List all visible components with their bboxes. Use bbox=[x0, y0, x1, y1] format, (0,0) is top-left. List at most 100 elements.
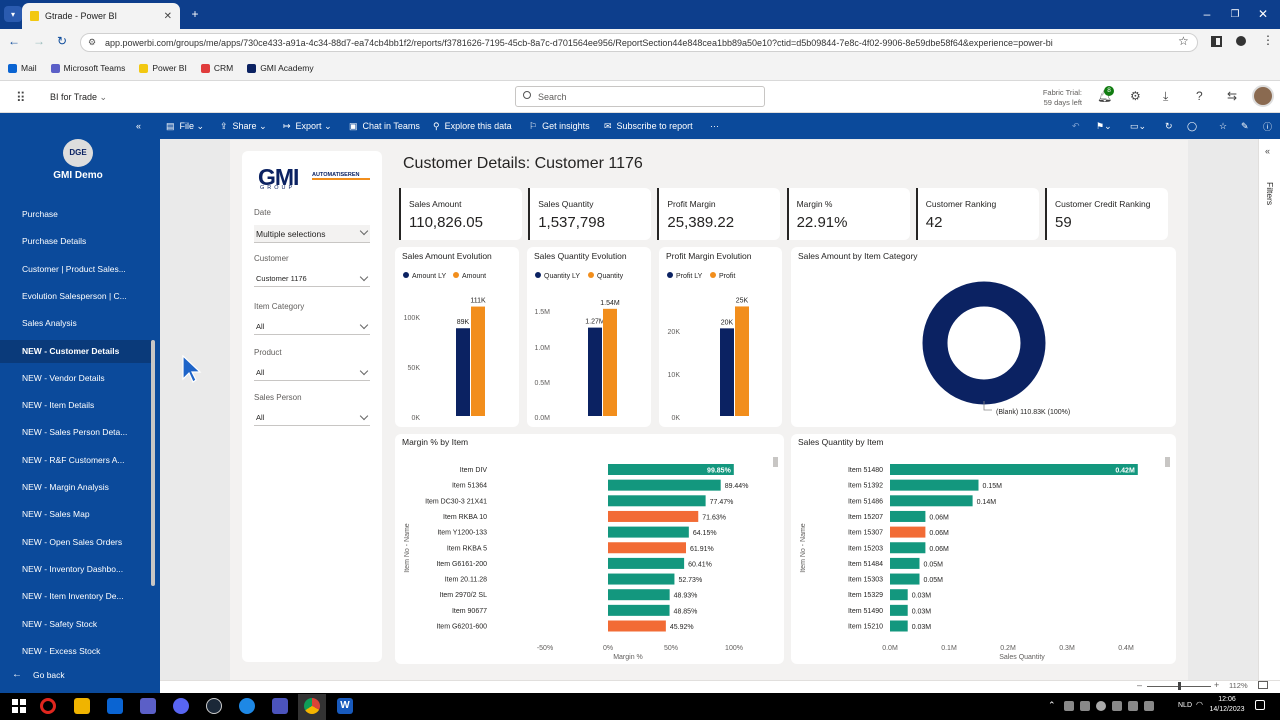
slicer-dropdown[interactable]: All bbox=[254, 319, 370, 335]
leader-line bbox=[983, 401, 992, 411]
teams-work-icon[interactable] bbox=[272, 698, 288, 714]
filters-pane[interactable] bbox=[1258, 139, 1280, 680]
kpi-card[interactable] bbox=[528, 188, 652, 240]
settings-gear-icon[interactable]: ⚙ bbox=[1130, 89, 1141, 103]
slicer-dropdown[interactable]: Customer 1176 bbox=[254, 271, 370, 287]
expand-filters-icon[interactable]: « bbox=[1265, 146, 1271, 156]
zoom-out-icon[interactable]: – bbox=[1137, 680, 1143, 690]
kpi-card[interactable] bbox=[399, 188, 522, 240]
wifi-icon[interactable]: ◠ bbox=[1196, 700, 1203, 709]
chrome-icon[interactable] bbox=[304, 698, 320, 714]
comment-icon[interactable]: ◯ bbox=[1187, 120, 1198, 131]
kpi-card[interactable] bbox=[1045, 188, 1168, 240]
zoom-in-icon[interactable]: + bbox=[1214, 680, 1220, 690]
bookmark-crm[interactable]: CRM bbox=[200, 63, 233, 73]
clock[interactable]: 12:06 14/12/2023 bbox=[1208, 695, 1246, 715]
collapse-nav-icon[interactable]: « bbox=[136, 121, 142, 131]
search-input[interactable]: Search bbox=[515, 86, 765, 107]
user-avatar[interactable] bbox=[1252, 85, 1274, 107]
view-icon[interactable]: ▭⌄ bbox=[1130, 120, 1147, 131]
file-label: File bbox=[179, 121, 195, 131]
tray-icon[interactable] bbox=[1064, 701, 1074, 711]
tray-icon[interactable] bbox=[1112, 701, 1122, 711]
chat-in-teams-button[interactable]: ▣ Chat in Teams bbox=[349, 113, 420, 139]
tray-icon[interactable] bbox=[1144, 701, 1154, 711]
refresh-icon[interactable]: ↻ bbox=[1165, 120, 1173, 131]
bookmark-mail[interactable]: Mail bbox=[8, 63, 37, 73]
zoom-slider-thumb[interactable] bbox=[1178, 682, 1181, 690]
tray-icon[interactable] bbox=[1080, 701, 1090, 711]
discord-icon[interactable] bbox=[173, 698, 189, 714]
onedrive-icon[interactable] bbox=[1096, 701, 1106, 711]
tray-icon[interactable] bbox=[1128, 701, 1138, 711]
zoom-level: 112% bbox=[1229, 681, 1248, 690]
go-back-link[interactable]: Go back bbox=[33, 670, 65, 680]
status-bar bbox=[160, 680, 1280, 693]
edit-pencil-icon[interactable]: ✎ bbox=[1241, 120, 1249, 131]
file-explorer-icon[interactable] bbox=[74, 698, 90, 714]
new-tab-icon[interactable]: + bbox=[191, 7, 199, 21]
kpi-card[interactable] bbox=[915, 188, 1039, 240]
browser-tab[interactable]: Gtrade - Power BI ✕ bbox=[22, 3, 180, 29]
column-bar bbox=[720, 328, 734, 416]
subscribe-button[interactable]: ✉ Subscribe to report bbox=[604, 113, 693, 139]
app-name[interactable]: BI for Trade ⌄ bbox=[50, 92, 107, 103]
word-icon[interactable]: W bbox=[337, 698, 353, 714]
nav-scrollbar[interactable] bbox=[151, 340, 155, 586]
y-tick-label: 10K bbox=[668, 372, 681, 379]
bookmark-powerbi[interactable]: Power BI bbox=[139, 63, 187, 73]
slicer-dropdown[interactable]: All bbox=[254, 365, 370, 381]
steam-icon[interactable] bbox=[206, 698, 222, 714]
undo-icon[interactable]: ↶ bbox=[1072, 120, 1080, 131]
teams-taskbar-icon[interactable] bbox=[140, 698, 156, 714]
kpi-card[interactable] bbox=[786, 188, 910, 240]
share-menu[interactable]: ⇪ Share ⌄ bbox=[220, 120, 267, 132]
close-window-icon[interactable]: ✕ bbox=[1257, 7, 1269, 21]
file-icon: ▤ bbox=[166, 120, 175, 131]
tray-overflow-icon[interactable]: ⌃ bbox=[1048, 700, 1056, 710]
outlook-icon[interactable] bbox=[107, 698, 123, 714]
fit-page-icon[interactable] bbox=[1258, 681, 1268, 689]
kpi-label: Sales Amount bbox=[409, 199, 462, 209]
info-icon[interactable]: ⓘ bbox=[1263, 121, 1273, 132]
browser-menu-icon[interactable]: ⋮ bbox=[1262, 33, 1274, 47]
sidebar-icon[interactable] bbox=[1211, 36, 1222, 47]
profile-icon[interactable] bbox=[1236, 36, 1246, 46]
language-indicator[interactable]: NLD bbox=[1178, 702, 1193, 709]
slicer-dropdown[interactable]: All bbox=[254, 410, 370, 426]
get-insights-button[interactable]: ⚐ Get insights bbox=[529, 113, 590, 139]
filters-label[interactable]: Filters bbox=[1265, 182, 1275, 206]
close-tab-icon[interactable]: ✕ bbox=[163, 10, 172, 22]
app-launcher-icon[interactable]: ⠿ bbox=[16, 90, 27, 105]
bookmark-teams[interactable]: Microsoft Teams bbox=[50, 63, 125, 73]
category-label: Item 15207 bbox=[848, 514, 883, 521]
minimize-icon[interactable]: – bbox=[1203, 7, 1211, 21]
file-menu[interactable]: ▤ File ⌄ bbox=[166, 120, 205, 132]
url-input[interactable]: ⚙ app.powerbi.com/groups/me/apps/730ce43… bbox=[80, 33, 1198, 52]
restore-icon[interactable]: ❐ bbox=[1230, 8, 1240, 20]
explore-data-button[interactable]: ⚲ Explore this data bbox=[433, 113, 512, 139]
y-tick-label: 1.5M bbox=[534, 309, 550, 316]
bookmark-gmi-academy[interactable]: GMI Academy bbox=[247, 63, 314, 73]
slicer-dropdown[interactable]: Multiple selections bbox=[254, 225, 370, 243]
bookmark-icon[interactable]: ⚑⌄ bbox=[1096, 120, 1112, 131]
opera-icon[interactable] bbox=[40, 698, 56, 714]
bookmark-star-icon[interactable]: ☆ bbox=[1178, 34, 1189, 48]
share-feedback-icon[interactable]: ⇆ bbox=[1227, 89, 1238, 103]
more-options-button[interactable]: ··· bbox=[710, 121, 719, 131]
tab-list-icon[interactable]: ▾ bbox=[4, 6, 22, 22]
export-menu[interactable]: ↦ Export ⌄ bbox=[283, 120, 332, 132]
favorite-star-icon[interactable]: ☆ bbox=[1219, 120, 1228, 131]
site-info-icon[interactable]: ⚙ bbox=[88, 37, 97, 47]
forward-icon[interactable]: → bbox=[33, 34, 45, 48]
powerbi-favicon-icon bbox=[30, 11, 39, 21]
back-icon[interactable]: ← bbox=[8, 34, 20, 48]
app-icon[interactable] bbox=[239, 698, 255, 714]
help-icon[interactable]: ? bbox=[1196, 89, 1203, 103]
kpi-card[interactable] bbox=[657, 188, 781, 240]
reload-icon[interactable]: ↻ bbox=[57, 34, 68, 48]
notification-center-icon[interactable] bbox=[1255, 700, 1265, 710]
windows-start-icon[interactable] bbox=[12, 699, 26, 713]
download-icon[interactable]: ⤓ bbox=[1163, 89, 1169, 103]
go-back-arrow-icon[interactable]: ← bbox=[12, 669, 22, 680]
